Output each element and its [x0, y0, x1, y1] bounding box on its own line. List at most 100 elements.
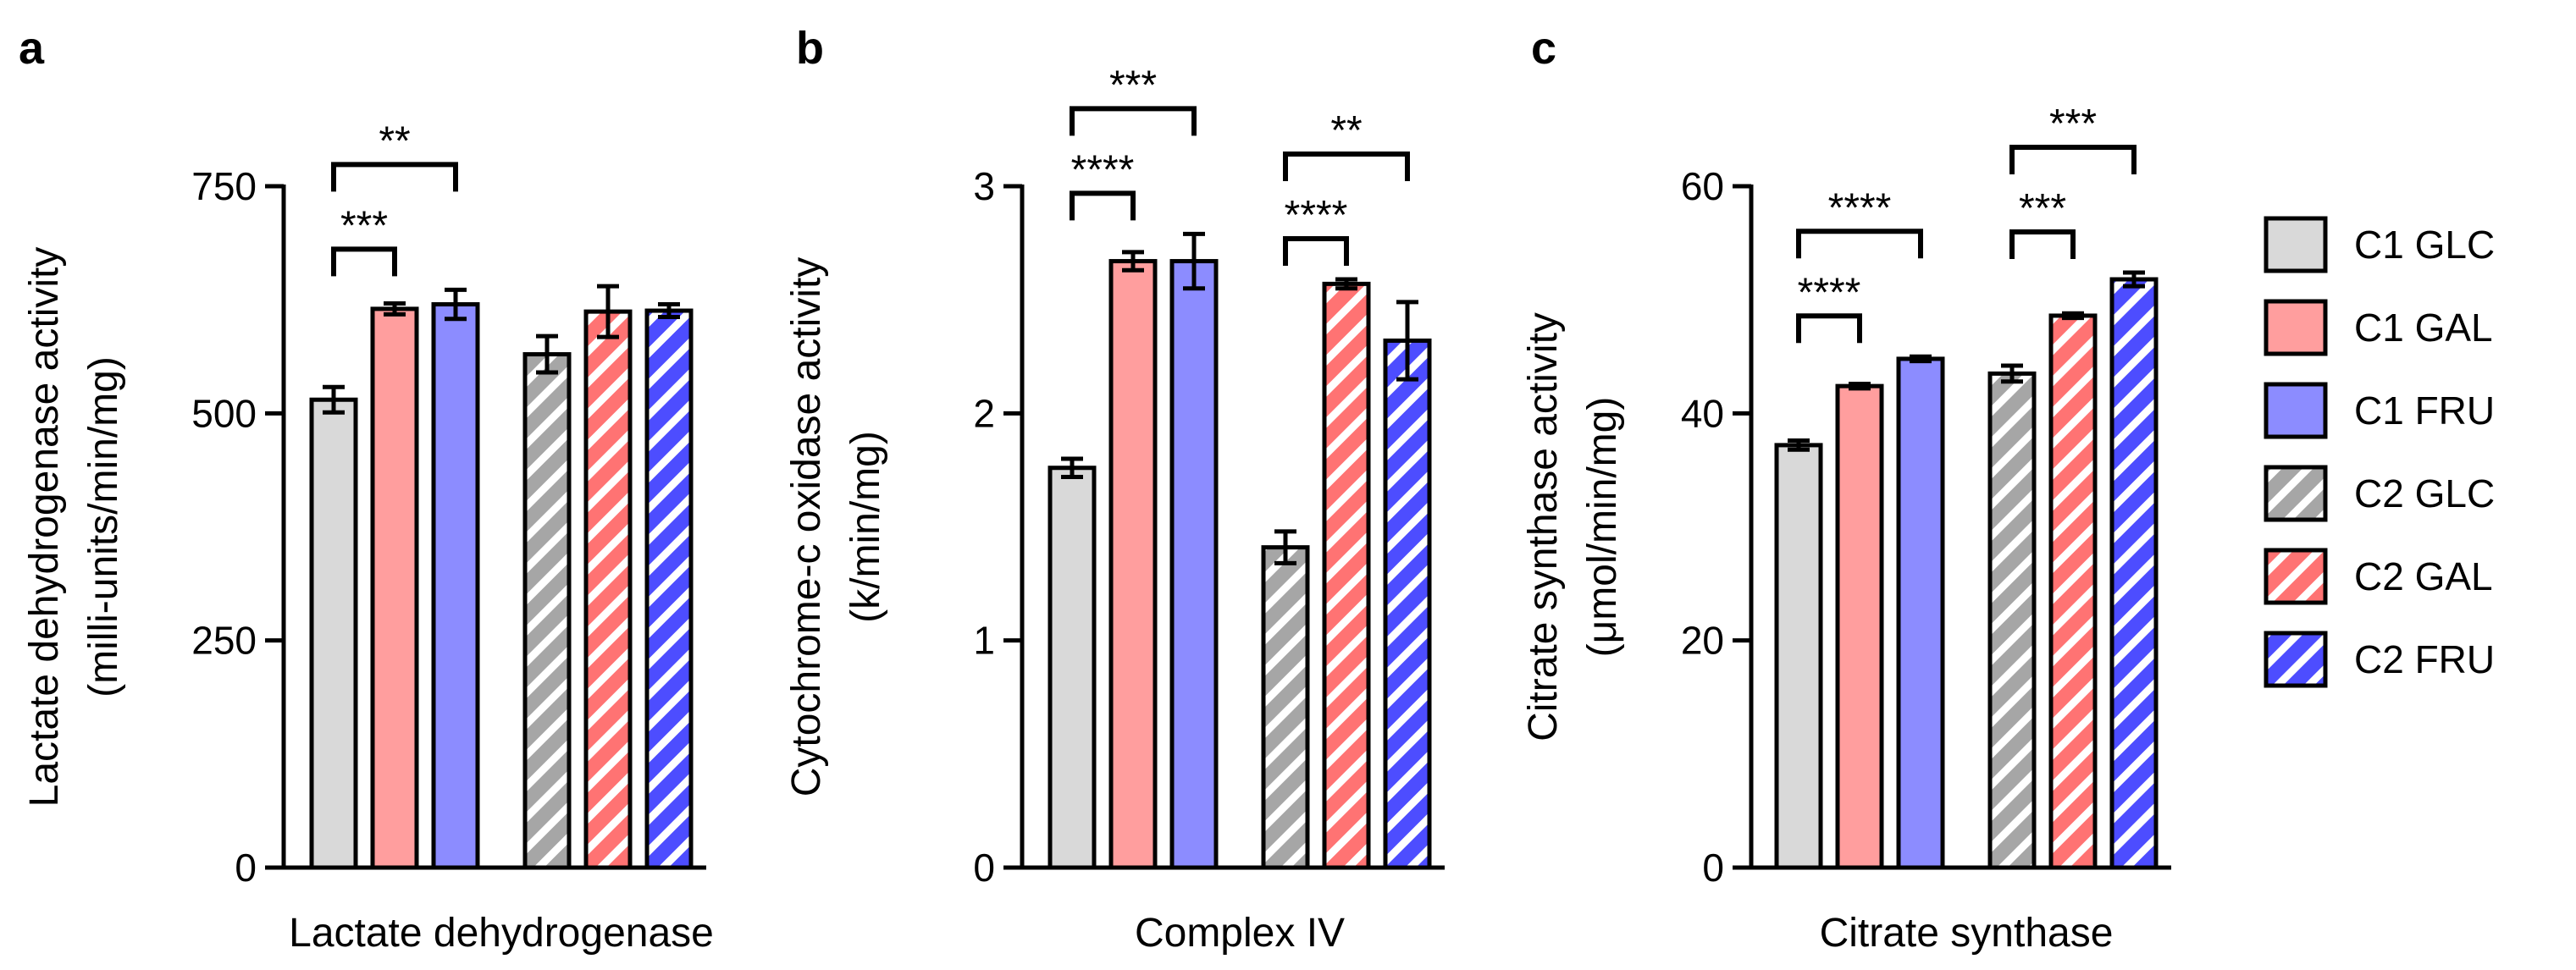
- legend-item-c1-gal: C1 GAL: [2264, 299, 2493, 356]
- significance-bracket: ****: [1796, 270, 1862, 344]
- panel-letter: c: [1531, 23, 1556, 74]
- bar-c1-fru: [1169, 259, 1219, 870]
- bar-c2-gal: [1322, 281, 1371, 870]
- panel-letter: b: [796, 23, 824, 74]
- error-bar: [2123, 270, 2145, 289]
- significance-bracket: ***: [2009, 102, 2137, 174]
- y-tick-label: 60: [1681, 164, 1724, 208]
- bar-c2-gal: [2048, 313, 2098, 870]
- y-tick-label: 20: [1681, 619, 1724, 663]
- significance-bracket: ***: [331, 203, 397, 277]
- chart-panel-a: a Lactate dehydrogenase activity (milli-un…: [19, 23, 714, 956]
- bar-c2-fru: [644, 308, 694, 870]
- y-tick-label: 3: [973, 164, 995, 208]
- error-bar: [1335, 277, 1357, 291]
- error-bar: [536, 333, 558, 375]
- significance-label: ***: [340, 203, 388, 248]
- error-bar: [445, 287, 467, 322]
- bar-c1-fru: [431, 302, 480, 870]
- bar-c2-fru: [1383, 338, 1432, 870]
- legend-label: C2 FRU: [2354, 637, 2495, 681]
- error-bar: [597, 284, 619, 339]
- y-axis-title: Citrate synthase activity: [1521, 312, 1566, 741]
- bar-c2-gal: [583, 309, 633, 870]
- significance-label: **: [1330, 108, 1362, 153]
- legend-label: C2 GLC: [2354, 471, 2495, 515]
- y-tick-label: 750: [191, 164, 257, 208]
- error-bar: [1396, 300, 1418, 382]
- significance-bracket: **: [331, 118, 458, 192]
- significance-bracket: ****: [1796, 185, 1923, 259]
- significance-label: ****: [1071, 147, 1135, 192]
- significance-label: ***: [2019, 186, 2066, 231]
- legend-swatch: [2264, 216, 2328, 273]
- y-tick-label: 40: [1681, 391, 1724, 435]
- bar-c2-fru: [2109, 277, 2159, 870]
- y-axis-title: Lactate dehydrogenase activity: [22, 247, 67, 807]
- bar-c1-glc: [1048, 466, 1097, 870]
- bar-c1-gal: [370, 306, 419, 870]
- significance-bracket: ***: [1070, 63, 1197, 136]
- chart-panel-b: b Cytochrome-c oxidase activity (k/min/mg)…: [784, 23, 1445, 956]
- legend-label: C1 FRU: [2354, 389, 2495, 433]
- error-bar: [1788, 438, 1810, 452]
- y-axis-unit: (k/min/mg): [843, 431, 888, 623]
- error-bar: [1849, 381, 1871, 391]
- bar-c2-glc: [1987, 371, 2037, 870]
- legend-swatch: [2264, 631, 2328, 688]
- significance-bracket: **: [1283, 108, 1410, 182]
- error-bar: [1122, 250, 1144, 273]
- bar-c1-fru: [1896, 356, 1945, 870]
- y-axis-unit: (μmol/min/mg): [1580, 397, 1625, 658]
- y-tick-label: 500: [191, 391, 257, 435]
- significance-label: **: [379, 118, 410, 163]
- error-bar: [658, 302, 680, 320]
- panel-letter: a: [19, 23, 45, 74]
- legend-swatch: [2264, 299, 2328, 356]
- error-bar: [1183, 231, 1205, 291]
- x-category-label: Citrate synthase: [1820, 911, 2114, 956]
- bar-c2-glc: [522, 352, 572, 870]
- legend-item-c1-glc: C1 GLC: [2264, 216, 2495, 273]
- legend-label: C1 GLC: [2354, 223, 2495, 267]
- y-tick-label: 0: [235, 846, 257, 890]
- significance-label: ****: [1285, 193, 1348, 238]
- error-bar: [1274, 529, 1296, 565]
- y-tick-label: 250: [191, 619, 257, 663]
- legend-item-c1-fru: C1 FRU: [2264, 382, 2495, 439]
- bar-c1-glc: [309, 397, 358, 870]
- legend-label: C2 GAL: [2354, 554, 2493, 598]
- x-category-label: Complex IV: [1135, 911, 1345, 956]
- bar-c1-glc: [1774, 443, 1823, 870]
- bar-c1-gal: [1108, 259, 1158, 870]
- chart-panel-c: c Citrate synthase activity (μmol/min/mg) 0…: [1521, 23, 2171, 956]
- charts-group: a Lactate dehydrogenase activity (milli-un…: [19, 23, 2171, 956]
- error-bar: [1910, 354, 1932, 364]
- y-tick-label: 2: [973, 391, 995, 435]
- legend-swatch: [2264, 465, 2328, 522]
- error-bar: [2001, 363, 2023, 384]
- bar-c1-gal: [1835, 383, 1884, 870]
- legend-item-c2-glc: C2 GLC: [2264, 465, 2495, 522]
- y-tick-label: 1: [973, 619, 995, 663]
- significance-label: ***: [2049, 102, 2097, 146]
- significance-bracket: ***: [2009, 186, 2076, 259]
- y-axis-unit: (milli-units/min/mg): [81, 356, 126, 697]
- significance-label: ****: [1828, 185, 1892, 230]
- legend-item-c2-fru: C2 FRU: [2264, 631, 2495, 688]
- error-bar: [1061, 456, 1083, 479]
- legend-swatch: [2264, 382, 2328, 439]
- legend-label: C1 GAL: [2354, 306, 2493, 350]
- error-bar: [2062, 311, 2084, 321]
- significance-bracket: ****: [1283, 193, 1349, 267]
- y-tick-label: 0: [1702, 846, 1724, 890]
- significance-label: ***: [1109, 63, 1157, 107]
- error-bar: [323, 384, 345, 415]
- legend-swatch: [2264, 548, 2328, 605]
- legend-item-c2-gal: C2 GAL: [2264, 548, 2493, 605]
- significance-label: ****: [1798, 270, 1861, 315]
- legend: C1 GLC C1 GAL C1 FRU C2 GLC C2 GAL C2 FRU: [2264, 216, 2495, 688]
- significance-bracket: ****: [1070, 147, 1136, 221]
- y-tick-label: 0: [973, 846, 995, 890]
